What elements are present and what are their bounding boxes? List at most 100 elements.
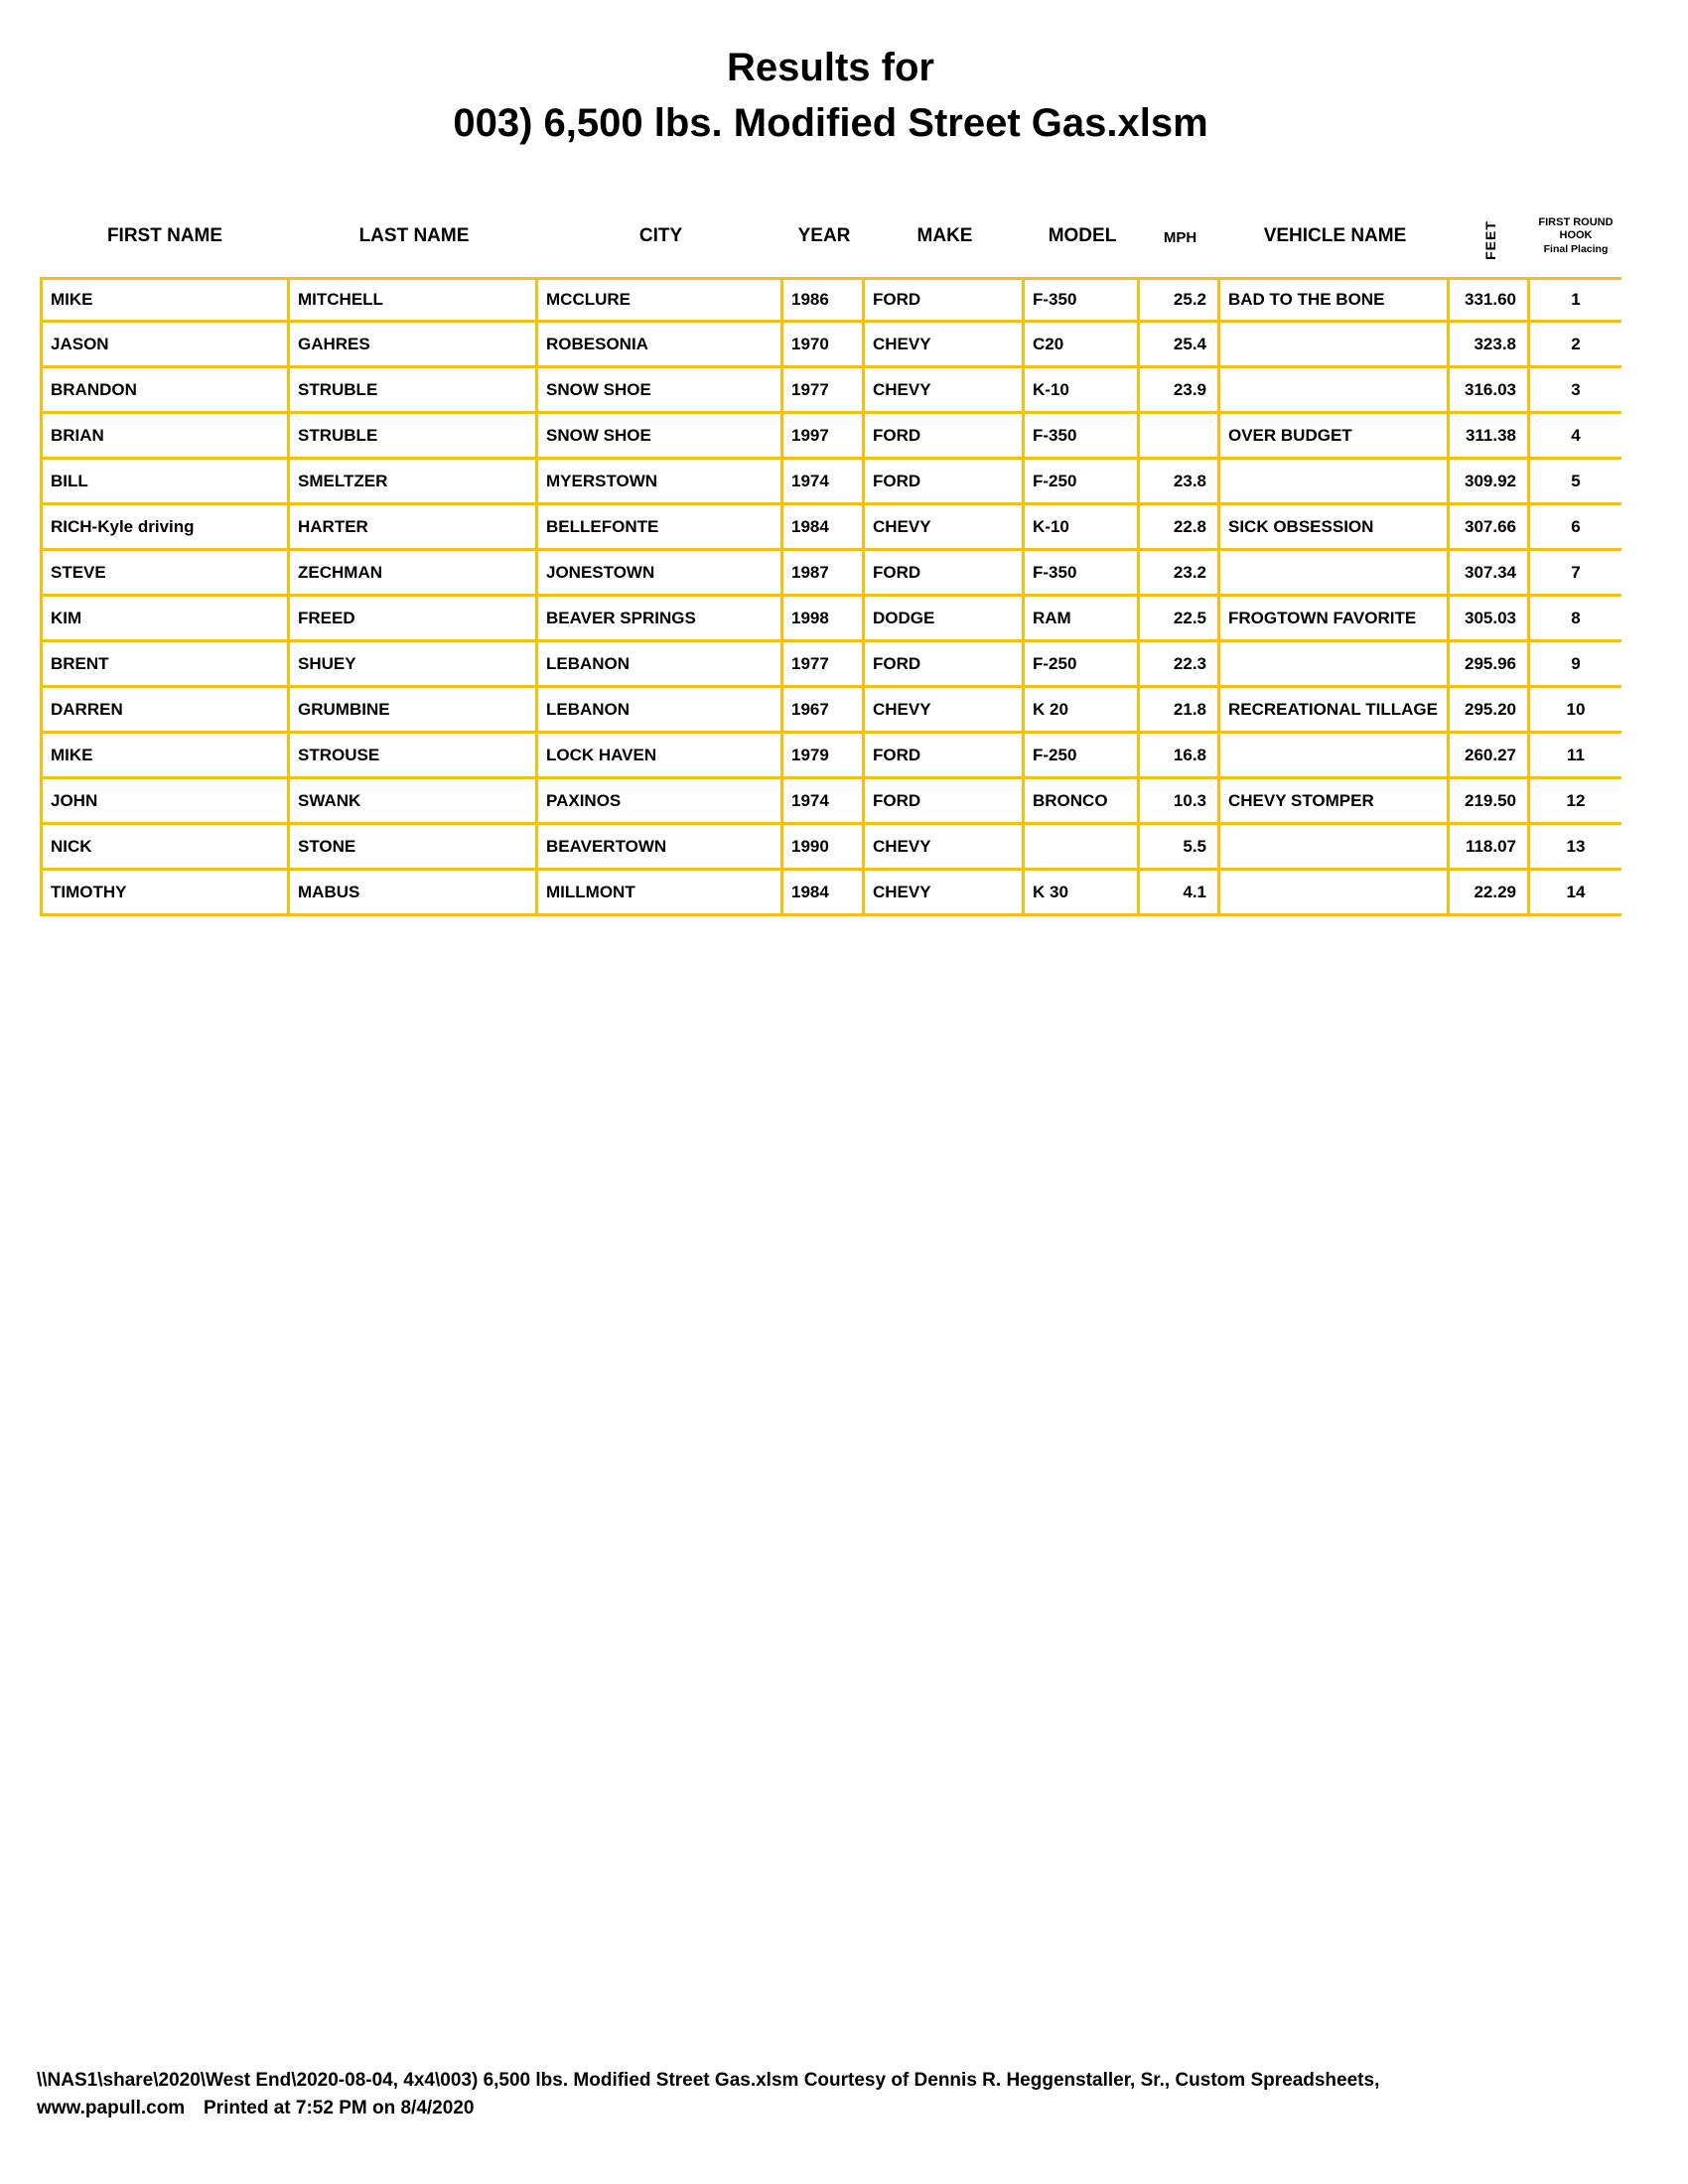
header-feet-rotated-label: FEET xyxy=(1481,220,1498,260)
cell-city: JONESTOWN xyxy=(538,551,783,597)
cell-city: ROBESONIA xyxy=(538,323,783,368)
cell-mph: 5.5 xyxy=(1140,825,1220,871)
cell-mph: 25.2 xyxy=(1140,277,1220,323)
cell-first-name: BRANDON xyxy=(40,368,290,414)
cell-feet: 118.07 xyxy=(1450,825,1530,871)
cell-vehicle-name xyxy=(1220,551,1450,597)
header-final-placing: FIRST ROUND HOOK Final Placing xyxy=(1530,204,1621,277)
footer-line-2: www.papull.com Printed at 7:52 PM on 8/4… xyxy=(37,2095,1655,2122)
cell-year: 1987 xyxy=(783,551,865,597)
cell-vehicle-name: BAD TO THE BONE xyxy=(1220,277,1450,323)
cell-last-name: HARTER xyxy=(290,505,538,551)
cell-feet: 295.96 xyxy=(1450,642,1530,688)
cell-feet: 307.66 xyxy=(1450,505,1530,551)
cell-model: K 20 xyxy=(1025,688,1140,734)
cell-placing: 7 xyxy=(1530,551,1621,597)
header-placing-line-2: HOOK xyxy=(1559,229,1593,241)
cell-model: F-350 xyxy=(1025,277,1140,323)
cell-mph: 22.3 xyxy=(1140,642,1220,688)
cell-make: CHEVY xyxy=(865,825,1025,871)
cell-make: CHEVY xyxy=(865,688,1025,734)
cell-placing: 14 xyxy=(1530,871,1621,916)
cell-first-name: MIKE xyxy=(40,734,290,779)
cell-first-name: JOHN xyxy=(40,779,290,825)
cell-year: 1977 xyxy=(783,368,865,414)
cell-last-name: SMELTZER xyxy=(290,460,538,505)
footer-printed-timestamp: Printed at 7:52 PM on 8/4/2020 xyxy=(204,2098,475,2118)
cell-vehicle-name xyxy=(1220,734,1450,779)
cell-year: 1967 xyxy=(783,688,865,734)
cell-mph: 22.5 xyxy=(1140,597,1220,642)
page-title: Results for 003) 6,500 lbs. Modified Str… xyxy=(40,40,1621,151)
header-city: CITY xyxy=(638,225,683,246)
cell-last-name: GAHRES xyxy=(290,323,538,368)
cell-feet: 331.60 xyxy=(1450,277,1530,323)
cell-first-name: RICH-Kyle driving xyxy=(40,505,290,551)
cell-feet: 311.38 xyxy=(1450,414,1530,460)
cell-placing: 4 xyxy=(1530,414,1621,460)
cell-placing: 5 xyxy=(1530,460,1621,505)
cell-vehicle-name xyxy=(1220,825,1450,871)
header-first-name: FIRST NAME xyxy=(106,225,223,246)
cell-year: 1984 xyxy=(783,871,865,916)
cell-year: 1974 xyxy=(783,460,865,505)
cell-last-name: STRUBLE xyxy=(290,368,538,414)
cell-vehicle-name: FROGTOWN FAVORITE xyxy=(1220,597,1450,642)
cell-vehicle-name: SICK OBSESSION xyxy=(1220,505,1450,551)
cell-model: K-10 xyxy=(1025,505,1140,551)
cell-first-name: BRIAN xyxy=(40,414,290,460)
cell-last-name: SHUEY xyxy=(290,642,538,688)
cell-mph: 4.1 xyxy=(1140,871,1220,916)
cell-make: FORD xyxy=(865,734,1025,779)
cell-mph: 23.8 xyxy=(1140,460,1220,505)
cell-vehicle-name: CHEVY STOMPER xyxy=(1220,779,1450,825)
cell-model: C20 xyxy=(1025,323,1140,368)
cell-model: F-250 xyxy=(1025,460,1140,505)
cell-mph: 23.2 xyxy=(1140,551,1220,597)
cell-model: F-350 xyxy=(1025,551,1140,597)
cell-first-name: NICK xyxy=(40,825,290,871)
cell-last-name: STRUBLE xyxy=(290,414,538,460)
cell-model: RAM xyxy=(1025,597,1140,642)
cell-year: 1997 xyxy=(783,414,865,460)
page-footer: \\NAS1\share\2020\West End\2020-08-04, 4… xyxy=(37,2067,1655,2122)
header-mph: MPH xyxy=(1163,229,1197,246)
title-line-2: 003) 6,500 lbs. Modified Street Gas.xlsm xyxy=(453,101,1208,145)
cell-vehicle-name xyxy=(1220,642,1450,688)
cell-placing: 6 xyxy=(1530,505,1621,551)
header-model: MODEL xyxy=(1048,225,1117,246)
cell-placing: 8 xyxy=(1530,597,1621,642)
cell-year: 1986 xyxy=(783,277,865,323)
cell-city: SNOW SHOE xyxy=(538,414,783,460)
cell-last-name: SWANK xyxy=(290,779,538,825)
title-line-1: Results for xyxy=(727,46,934,89)
cell-model xyxy=(1025,825,1140,871)
cell-model: BRONCO xyxy=(1025,779,1140,825)
cell-last-name: FREED xyxy=(290,597,538,642)
cell-make: CHEVY xyxy=(865,368,1025,414)
cell-year: 1970 xyxy=(783,323,865,368)
header-placing-line-3: Final Placing xyxy=(1543,243,1609,255)
cell-mph: 23.9 xyxy=(1140,368,1220,414)
header-placing-line-1: FIRST ROUND xyxy=(1538,216,1614,228)
cell-first-name: MIKE xyxy=(40,277,290,323)
cell-city: BEAVERTOWN xyxy=(538,825,783,871)
cell-last-name: STONE xyxy=(290,825,538,871)
cell-model: K 30 xyxy=(1025,871,1140,916)
cell-make: CHEVY xyxy=(865,505,1025,551)
cell-vehicle-name xyxy=(1220,368,1450,414)
cell-model: F-350 xyxy=(1025,414,1140,460)
cell-last-name: STROUSE xyxy=(290,734,538,779)
results-table: FIRST NAME LAST NAME CITY YEAR MAKE MODE… xyxy=(40,204,1621,916)
cell-placing: 13 xyxy=(1530,825,1621,871)
cell-city: BELLEFONTE xyxy=(538,505,783,551)
cell-feet: 309.92 xyxy=(1450,460,1530,505)
cell-first-name: TIMOTHY xyxy=(40,871,290,916)
cell-make: FORD xyxy=(865,414,1025,460)
cell-first-name: BRENT xyxy=(40,642,290,688)
cell-mph: 21.8 xyxy=(1140,688,1220,734)
cell-make: FORD xyxy=(865,277,1025,323)
cell-mph: 10.3 xyxy=(1140,779,1220,825)
cell-make: FORD xyxy=(865,551,1025,597)
cell-city: MCCLURE xyxy=(538,277,783,323)
